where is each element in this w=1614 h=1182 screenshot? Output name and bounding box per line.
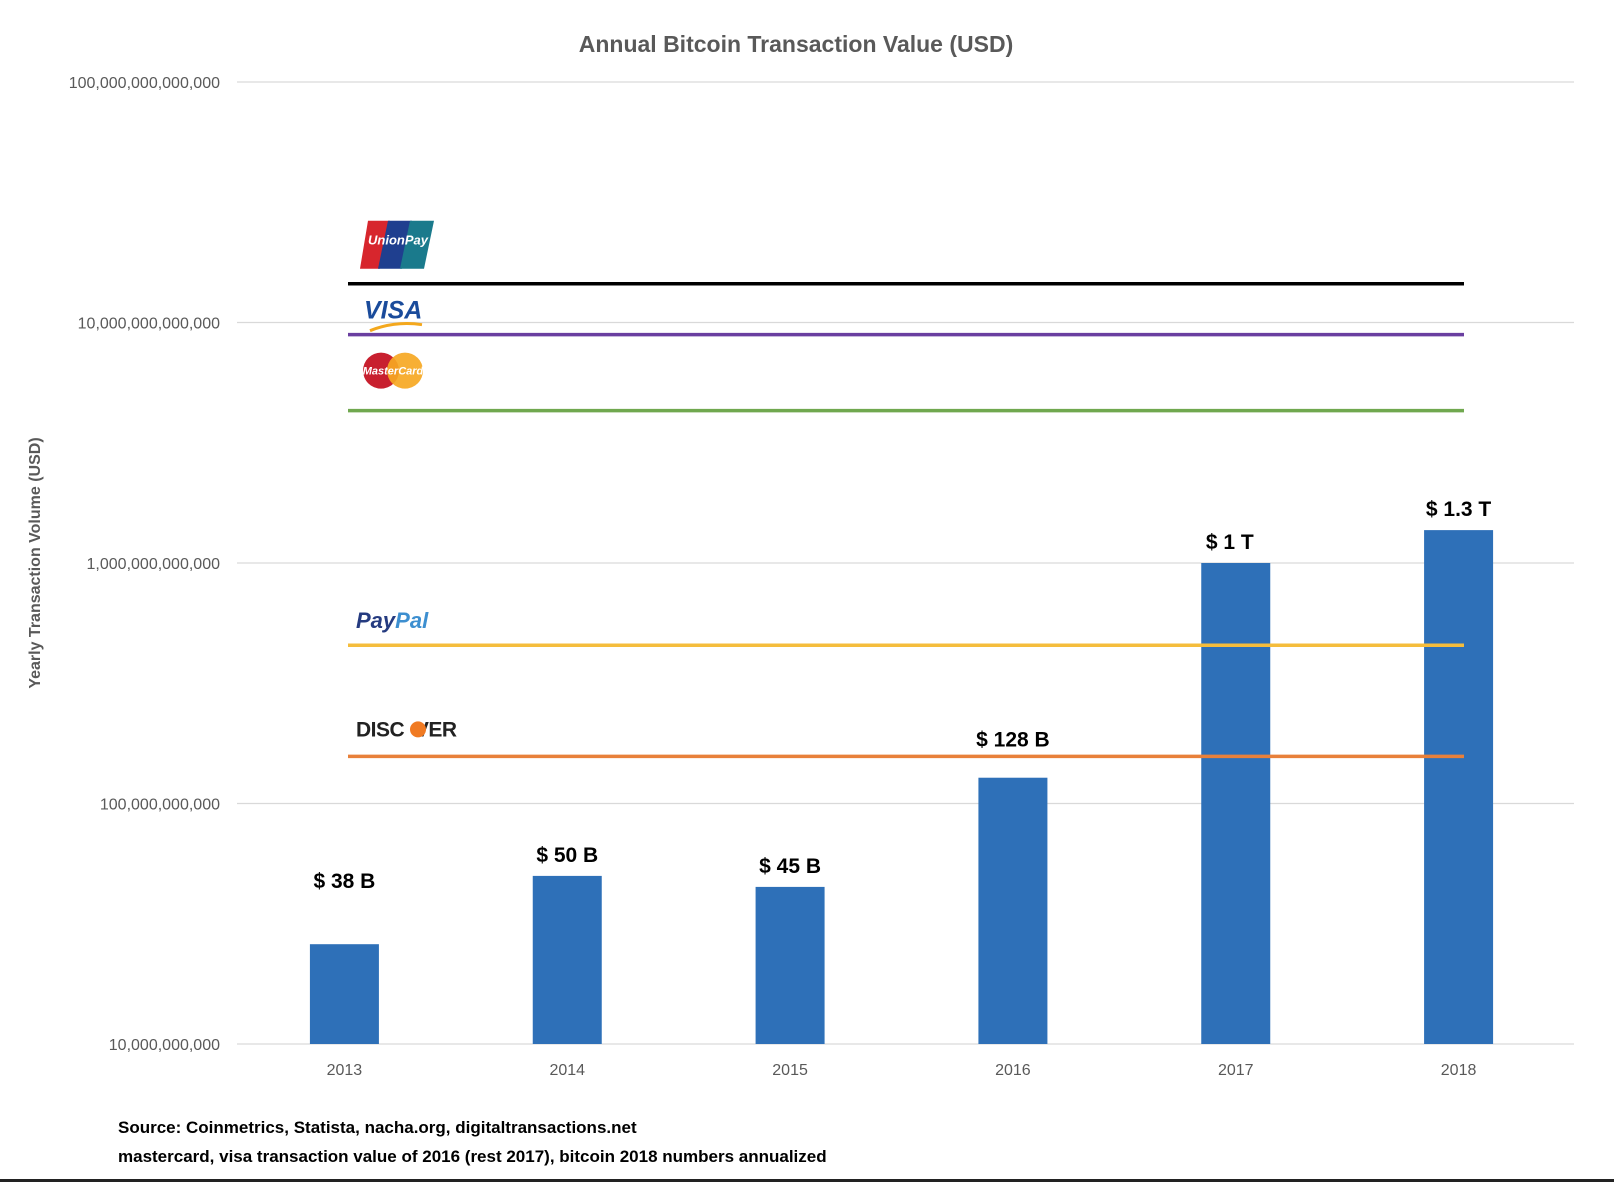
discover-logo: DISC VER	[356, 718, 457, 741]
x-tick-label: 2015	[772, 1062, 808, 1079]
bar-2018	[1424, 530, 1494, 1044]
visa-swoosh	[369, 322, 423, 333]
mastercard-text: MasterCard	[363, 366, 424, 378]
bar-2014	[532, 875, 602, 1044]
x-tick-label: 2013	[327, 1062, 363, 1079]
y-axis-label: Yearly Transaction Volume (USD)	[27, 437, 44, 688]
y-tick-label: 100,000,000,000,000	[69, 75, 220, 92]
bar-2016	[978, 777, 1048, 1044]
paypal-logo: PayPal	[356, 608, 429, 633]
x-tick-label: 2018	[1441, 1062, 1477, 1079]
x-tick-label: 2014	[549, 1062, 585, 1079]
data-label: $ 1.3 T	[1426, 498, 1492, 521]
data-label: $ 38 B	[313, 870, 375, 893]
bar-2013	[309, 944, 379, 1044]
discover-orange-dot	[410, 721, 426, 738]
chart-title: Annual Bitcoin Transaction Value (USD)	[579, 31, 1014, 57]
footnote: mastercard, visa transaction value of 20…	[118, 1147, 827, 1166]
x-tick-label: 2017	[1218, 1062, 1254, 1079]
data-label: $ 128 B	[976, 729, 1050, 752]
unionpay-text: UnionPay	[368, 233, 429, 248]
unionpay-logo: UnionPay	[360, 220, 434, 269]
mastercard-orange-circle	[387, 352, 423, 389]
visa-logo: VISA	[364, 297, 422, 325]
data-label: $ 45 B	[759, 855, 821, 878]
y-tick-label: 1,000,000,000,000	[87, 556, 221, 573]
data-label: $ 1 T	[1206, 531, 1254, 554]
x-tick-label: 2016	[995, 1062, 1031, 1079]
source-note: Source: Coinmetrics, Statista, nacha.org…	[118, 1118, 637, 1137]
y-tick-label: 10,000,000,000,000	[78, 316, 220, 333]
y-tick-label: 100,000,000,000	[100, 797, 220, 814]
unionpay-teal	[400, 220, 434, 269]
bottom-border	[0, 1179, 1614, 1182]
y-tick-label: 10,000,000,000	[109, 1037, 220, 1054]
bar-2015	[755, 886, 825, 1044]
data-label: $ 50 B	[536, 844, 598, 867]
bar-2017	[1201, 563, 1271, 1044]
